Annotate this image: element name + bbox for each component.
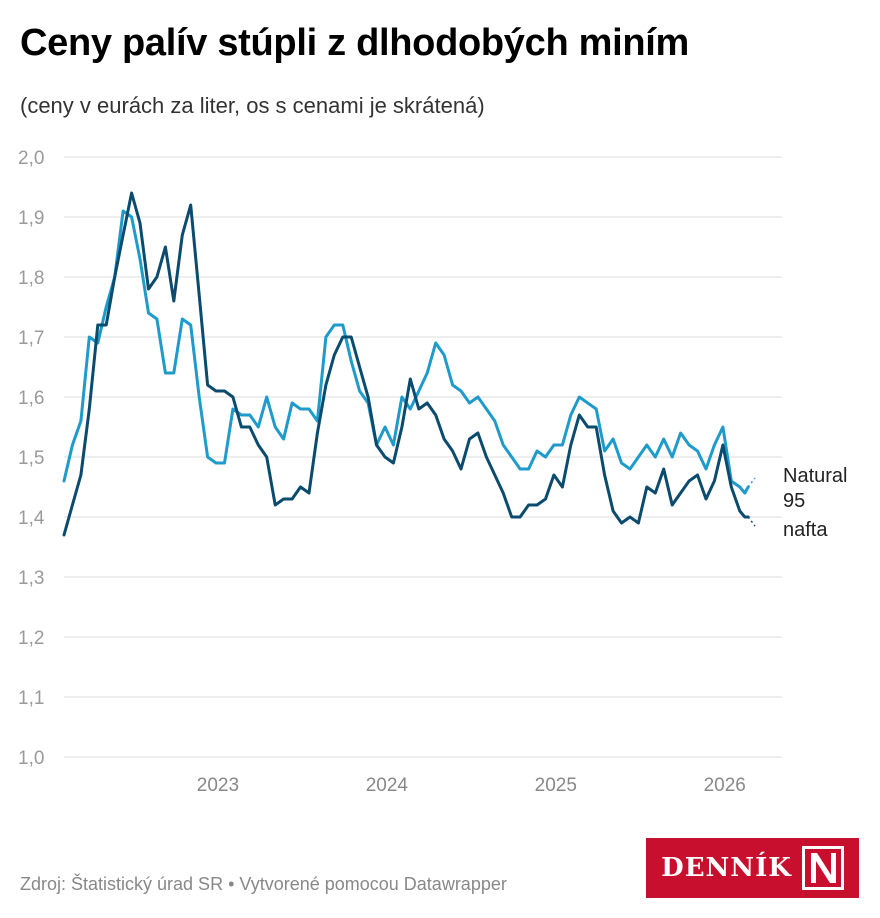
y-tick-label: 1,8 [18, 268, 44, 289]
y-tick-label: 1,1 [18, 688, 44, 709]
chart-title: Ceny palív stúpli z dlhodobých miním [20, 22, 690, 64]
logo-text: DENNÍK [661, 853, 792, 883]
x-tick-label: 2025 [535, 775, 577, 796]
series-label: nafta [783, 519, 828, 541]
y-tick-label: 1,5 [18, 448, 44, 469]
series-leader-line [747, 516, 756, 527]
source-note: Zdroj: Štatistický úrad SR • Vytvorené p… [20, 874, 507, 894]
series-line-nafta [62, 191, 750, 537]
y-tick-label: 1,7 [18, 328, 44, 349]
logo-n-mark [801, 846, 844, 890]
y-tick-label: 1,3 [18, 568, 44, 589]
y-tick-label: 1,2 [18, 628, 44, 649]
series-label: 95 [783, 490, 805, 512]
y-tick-label: 1,0 [18, 748, 44, 769]
y-tick-label: 1,9 [18, 208, 44, 229]
x-tick-label: 2026 [704, 775, 746, 796]
y-tick-label: 2,0 [18, 148, 44, 169]
dennik-n-logo[interactable]: DENNÍK [646, 838, 859, 898]
x-tick-label: 2023 [197, 775, 239, 796]
series-leader-line [747, 477, 756, 488]
series-line-natural-95 [62, 209, 750, 495]
y-tick-label: 1,4 [18, 508, 45, 529]
x-tick-label: 2024 [366, 775, 409, 796]
series-label: Natural [783, 465, 847, 487]
chart-subtitle: (ceny v eurách za liter, os s cenami je … [20, 93, 485, 118]
y-tick-label: 1,6 [18, 388, 44, 409]
